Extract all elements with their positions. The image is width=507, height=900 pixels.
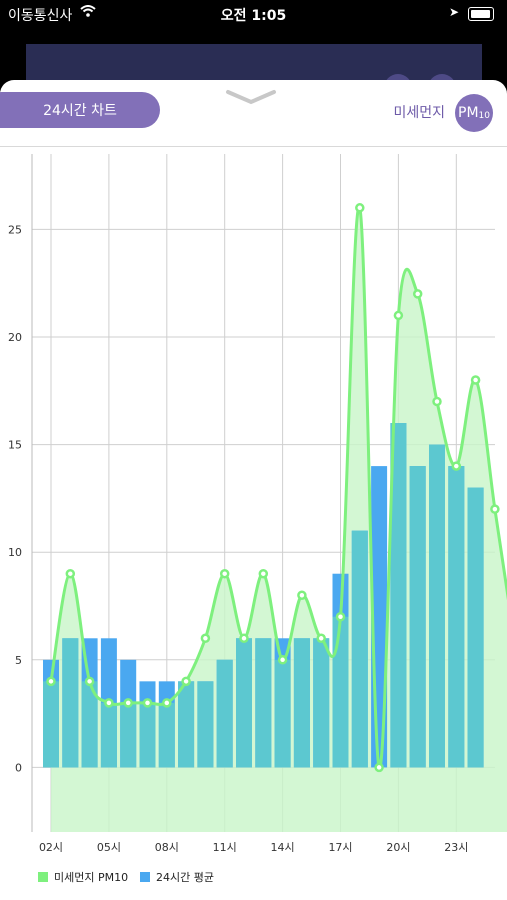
bar-overlap-segment xyxy=(216,659,233,768)
legend-label-average: 24시간 평균 xyxy=(156,871,214,884)
bar-overlap-segment xyxy=(62,638,79,768)
bar-overlap-segment xyxy=(255,638,272,768)
bar-overlap-segment xyxy=(390,423,407,768)
clock: 오전 1:05 xyxy=(220,8,287,24)
pm10-point xyxy=(84,676,95,687)
location-arrow-icon: ➤ xyxy=(449,5,460,19)
x-tick-label: 02시 xyxy=(39,841,63,854)
bar-overlap-segment xyxy=(100,702,117,768)
bar-overlap-segment xyxy=(313,638,330,768)
chevron-down-icon[interactable] xyxy=(224,86,278,106)
pm10-badge[interactable]: PM 10 xyxy=(455,94,493,132)
bar-overlap-segment xyxy=(197,681,214,768)
bar-overlap-segment xyxy=(448,466,465,768)
pm10-point xyxy=(412,289,423,299)
pm10-point xyxy=(123,698,133,708)
pm10-point xyxy=(297,590,307,600)
pm-badge-sub: 10 xyxy=(478,111,490,121)
y-tick-label: 15 xyxy=(8,439,22,452)
pm10-point xyxy=(46,676,56,687)
header-divider xyxy=(0,146,507,147)
legend-swatch-pm10 xyxy=(38,872,48,882)
bar-overlap-segment xyxy=(43,681,59,768)
pm10-point xyxy=(219,568,230,579)
battery-icon xyxy=(468,7,494,21)
bar-overlap-segment xyxy=(293,638,310,768)
x-tick-label: 20시 xyxy=(386,841,410,854)
bar-overlap-segment xyxy=(81,681,98,768)
status-bar: 이동통신사 오전 1:05 ➤ xyxy=(0,0,507,28)
pm10-point xyxy=(200,633,211,644)
bar-overlap-segment xyxy=(178,681,195,768)
x-tick-label: 08시 xyxy=(155,841,179,854)
pm10-point xyxy=(432,396,442,407)
y-tick-label: 20 xyxy=(8,331,22,344)
y-tick-label: 25 xyxy=(8,223,22,236)
pm10-point xyxy=(355,203,365,213)
bar-overlap-segment xyxy=(274,659,291,768)
bar-overlap-segment xyxy=(409,466,426,768)
chart-sheet: 0 5 10 15 20 25 02시 05시 08시 11시 14시 17시 20시 23시 미세먼지 P… xyxy=(0,80,507,900)
x-tick-label: 23시 xyxy=(444,841,468,854)
pm10-point xyxy=(142,698,153,708)
pm10-point xyxy=(277,655,288,665)
bar-overlap-segment xyxy=(467,487,484,768)
pm10-point xyxy=(470,375,481,385)
pm10-point xyxy=(65,568,76,579)
pm10-point xyxy=(374,762,384,773)
24h-chart-button[interactable]: 24시간 차트 xyxy=(0,92,160,128)
pm10-point xyxy=(239,633,249,644)
bar-overlap-segment xyxy=(351,530,368,768)
bar-overlap-segment xyxy=(139,702,156,768)
bar-overlap-segment xyxy=(120,702,137,768)
pm10-point xyxy=(316,633,326,644)
pm10-point xyxy=(451,461,462,471)
pm10-point xyxy=(258,568,269,579)
legend-label-pm10: 미세먼지 PM10 xyxy=(54,871,128,884)
y-tick-label: 0 xyxy=(15,761,22,774)
pm10-point xyxy=(393,310,404,321)
x-tick-label: 14시 xyxy=(271,841,295,854)
pm10-point xyxy=(181,676,191,687)
y-tick-label: 5 xyxy=(15,654,22,667)
bar-overlap-segment xyxy=(429,444,445,768)
x-tick-label: 11시 xyxy=(213,841,237,854)
legend-swatch-average xyxy=(140,872,150,882)
bar-overlap-segment xyxy=(158,702,175,768)
pm10-point xyxy=(335,612,346,622)
metric-label: 미세먼지 xyxy=(393,105,445,121)
x-tick-label: 05시 xyxy=(97,841,121,854)
x-tick-label: 17시 xyxy=(328,841,352,854)
bar-overlap-segment xyxy=(236,638,252,768)
wifi-icon xyxy=(80,5,96,21)
bar-overlap-segment xyxy=(332,616,349,768)
y-tick-label: 10 xyxy=(8,546,22,559)
pm-badge-main: PM xyxy=(458,105,479,121)
pm10-point xyxy=(490,504,500,514)
pm10-point xyxy=(104,698,114,708)
carrier-label: 이동통신사 xyxy=(8,8,73,24)
pm10-point xyxy=(162,698,172,708)
